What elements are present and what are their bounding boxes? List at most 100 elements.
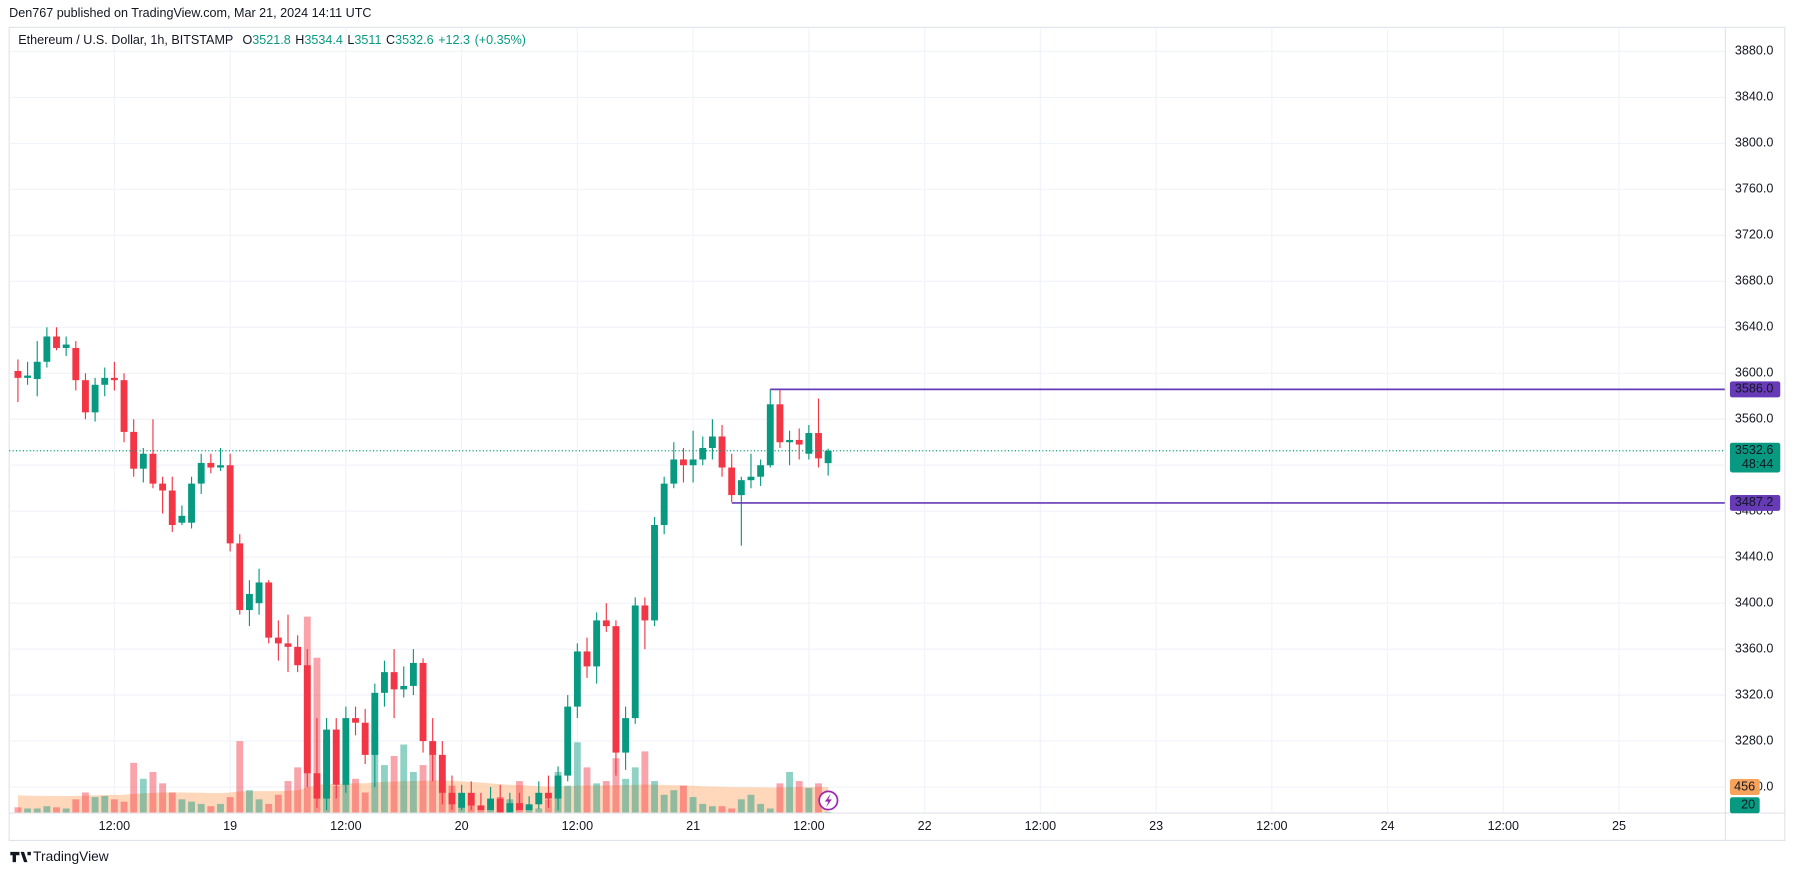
volume-bar: [699, 803, 707, 814]
volume-ma-area: [17, 780, 829, 814]
volume-bar: [612, 758, 620, 814]
candle-body: [390, 672, 398, 690]
volume-bar: [824, 811, 832, 814]
candle-body: [564, 706, 572, 776]
candle-body: [728, 467, 736, 496]
candle-body: [120, 380, 128, 432]
volume-bar: [91, 797, 99, 814]
candle-body: [43, 336, 51, 362]
candle-body: [583, 651, 591, 667]
candle-body: [82, 380, 89, 413]
volume-bar: [786, 771, 793, 814]
legend-value: 3534.4: [304, 33, 342, 47]
candle-body: [332, 729, 340, 785]
brand-logo: [10, 851, 31, 863]
legend-change-pct: (+0.35%): [475, 33, 526, 47]
candle-body: [400, 685, 408, 690]
volume-bar: [573, 742, 581, 814]
candle-body: [217, 465, 224, 468]
volume-bar: [776, 783, 784, 814]
legend-key: O: [242, 33, 252, 47]
volume-bar: [660, 794, 668, 814]
x-tick-label: 24: [1381, 819, 1395, 833]
plot: [9, 327, 1726, 814]
y-tick-label: 3320.0: [1735, 687, 1773, 701]
countdown: 48:44: [1742, 457, 1773, 471]
last-price-box: [1729, 442, 1781, 473]
candle-body: [168, 490, 176, 526]
volume-bar: [409, 771, 417, 814]
volume-bar: [245, 790, 253, 814]
volume-bar: [101, 795, 109, 814]
volume-bar: [33, 808, 41, 814]
candle-body: [660, 483, 668, 526]
last-price-label: 3532.6: [1735, 443, 1773, 457]
x-tick-label: 12:00: [1256, 819, 1287, 833]
volume-bar: [14, 807, 22, 814]
candle-body: [361, 722, 369, 755]
legend-change: +12.3: [438, 33, 470, 47]
volume-bar: [381, 765, 388, 814]
volume-bar: [332, 785, 340, 814]
x-tick-label: 19: [223, 819, 237, 833]
volume-bar: [737, 799, 745, 814]
y-tick-label: 3640.0: [1735, 320, 1773, 334]
volume-bar: [487, 808, 494, 814]
volume-label: 20: [1741, 798, 1755, 812]
volume-bar: [188, 801, 195, 814]
legend-value: 3511: [354, 33, 381, 47]
candle-body: [274, 637, 282, 644]
volume-bar: [708, 806, 716, 814]
volume-bar: [62, 808, 70, 814]
volume-bar: [641, 751, 649, 814]
candle-body: [438, 754, 446, 793]
candle-body: [33, 361, 41, 380]
candle-body: [381, 672, 388, 693]
volume-bar: [274, 794, 282, 814]
axes: 3240.03280.03320.03360.03400.03440.03480…: [99, 44, 1781, 833]
candle-body: [699, 447, 707, 460]
x-tick-label: 23: [1149, 819, 1163, 833]
volume-bar: [159, 783, 167, 814]
y-tick-label: 3680.0: [1735, 274, 1773, 288]
y-tick-label: 3720.0: [1735, 228, 1773, 242]
volume-bar: [236, 741, 244, 814]
volume-bar: [593, 783, 601, 814]
volume-bar: [651, 781, 658, 814]
volume-bar: [419, 765, 427, 814]
volume-bar: [390, 755, 398, 814]
candle-body: [91, 384, 99, 413]
legend: Ethereum / U.S. Dollar, 1h, BITSTAMP O352…: [18, 33, 526, 47]
y-tick-label: 3280.0: [1735, 733, 1773, 747]
volume-bar: [815, 783, 822, 814]
y-tick-label: 3360.0: [1735, 641, 1773, 655]
candle-body: [631, 605, 639, 719]
candle-body: [53, 336, 60, 348]
volume-ma-box: [1729, 779, 1760, 796]
volume-bar: [53, 807, 60, 814]
candle-body: [670, 459, 678, 484]
candle-body: [72, 347, 80, 381]
candle-body: [766, 404, 774, 466]
candle-body: [149, 453, 157, 484]
candle-body: [747, 476, 755, 481]
candle-body: [525, 804, 533, 811]
x-tick-label: 21: [686, 819, 700, 833]
volume-bar: [747, 794, 755, 814]
volume-bar: [294, 767, 302, 814]
volume-bar: [400, 744, 408, 814]
candle-body: [651, 525, 658, 621]
candle-body: [776, 404, 784, 443]
y-tick-label: 3800.0: [1735, 136, 1773, 150]
volume-bar: [255, 799, 263, 814]
level-box: [1729, 381, 1781, 398]
candle-body: [188, 483, 195, 523]
volume-bar: [284, 781, 292, 814]
volume-bar: [361, 792, 369, 814]
y-tick-label: 3840.0: [1735, 90, 1773, 104]
x-tick-label: 12:00: [1025, 819, 1056, 833]
x-tick-label: 12:00: [330, 819, 361, 833]
level-label: 3586.0: [1735, 382, 1773, 396]
candle-body: [612, 626, 620, 753]
